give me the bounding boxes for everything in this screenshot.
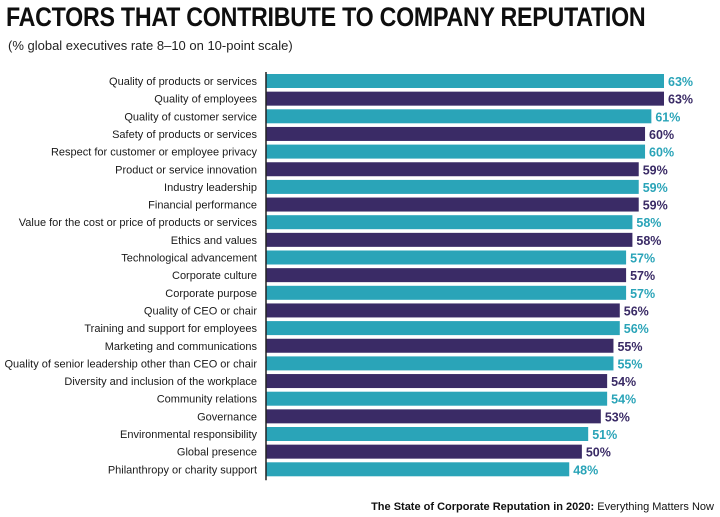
source-subtitle: Everything Matters Now — [594, 501, 714, 513]
value-label: 57% — [630, 252, 655, 266]
value-label: 55% — [617, 357, 642, 371]
category-label: Quality of customer service — [124, 111, 257, 123]
source-title: The State of Corporate Reputation in 202… — [371, 501, 595, 513]
category-label: Quality of employees — [154, 94, 257, 106]
category-label: Philanthropy or charity support — [108, 464, 257, 476]
value-label: 63% — [668, 93, 693, 107]
bar — [266, 250, 627, 265]
value-label: 59% — [643, 181, 668, 195]
bar — [266, 179, 639, 194]
category-label: Product or service innovation — [115, 164, 257, 176]
chart-title: FACTORS THAT CONTRIBUTE TO COMPANY REPUT… — [6, 2, 646, 32]
bar — [266, 215, 633, 230]
value-label: 50% — [586, 446, 611, 460]
category-label: Ethics and values — [171, 235, 258, 247]
bar — [266, 232, 633, 247]
bar — [266, 285, 627, 300]
bar — [266, 74, 664, 88]
category-label: Value for the cost or price of products … — [19, 217, 258, 229]
bar — [266, 409, 601, 424]
category-label: Quality of senior leadership other than … — [4, 358, 257, 370]
bar — [266, 197, 639, 212]
value-label: 57% — [630, 287, 655, 301]
value-label: 61% — [655, 110, 680, 124]
value-label: 59% — [643, 163, 668, 177]
bar — [266, 109, 652, 124]
value-label: 55% — [617, 340, 642, 354]
bar — [266, 303, 620, 318]
category-label: Community relations — [157, 394, 258, 406]
value-label: 56% — [624, 304, 649, 318]
bar — [266, 321, 620, 336]
bar — [266, 338, 614, 353]
bar — [266, 126, 646, 141]
category-label: Corporate purpose — [165, 288, 257, 300]
bar — [266, 444, 582, 459]
category-label: Quality of CEO or chair — [144, 305, 257, 317]
category-label: Technological advancement — [121, 253, 257, 265]
category-label: Training and support for employees — [84, 323, 257, 335]
value-label: 60% — [649, 146, 674, 160]
value-label: 60% — [649, 128, 674, 142]
bar — [266, 374, 608, 389]
category-label: Respect for customer or employee privacy — [51, 147, 258, 159]
bar — [266, 91, 664, 106]
bar — [266, 391, 608, 406]
value-label: 51% — [592, 428, 617, 442]
value-label: 63% — [668, 75, 693, 89]
bar — [266, 144, 646, 159]
category-label: Industry leadership — [164, 182, 257, 194]
category-label: Corporate culture — [172, 270, 257, 282]
bar — [266, 162, 639, 177]
category-label: Diversity and inclusion of the workplace — [64, 376, 257, 388]
value-label: 57% — [630, 269, 655, 283]
category-label: Marketing and communications — [105, 341, 258, 353]
bar — [266, 356, 614, 371]
value-label: 58% — [636, 216, 661, 230]
category-label: Environmental responsibility — [120, 429, 257, 441]
value-label: 59% — [643, 199, 668, 213]
value-label: 56% — [624, 322, 649, 336]
bar — [266, 427, 589, 441]
chart-subtitle: (% global executives rate 8–10 on 10-poi… — [8, 38, 293, 53]
category-label: Safety of products or services — [112, 129, 257, 141]
value-label: 53% — [605, 410, 630, 424]
value-label: 58% — [636, 234, 661, 248]
value-label: 54% — [611, 393, 636, 407]
bar — [266, 462, 570, 477]
value-label: 54% — [611, 375, 636, 389]
value-label: 48% — [573, 463, 598, 477]
category-label: Financial performance — [148, 200, 257, 212]
category-label: Governance — [197, 411, 257, 423]
category-label: Quality of products or services — [109, 76, 257, 88]
source-note: The State of Corporate Reputation in 202… — [371, 501, 714, 513]
category-label: Global presence — [177, 447, 257, 459]
bar — [266, 268, 627, 283]
